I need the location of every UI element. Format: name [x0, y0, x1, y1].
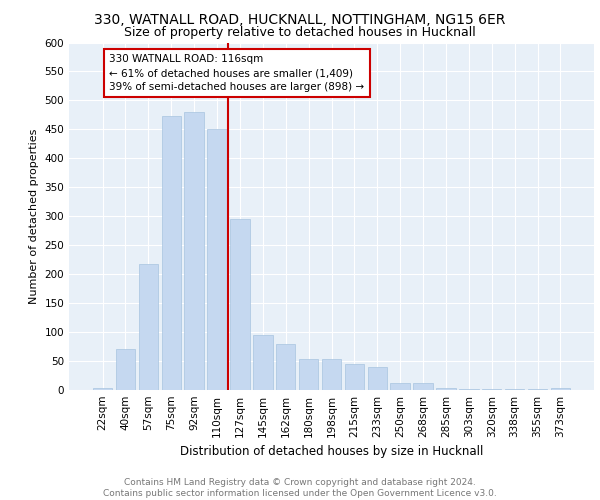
Bar: [436, 388, 455, 390]
Bar: [93, 388, 112, 390]
Bar: [184, 112, 204, 390]
Bar: [253, 335, 272, 390]
Bar: [368, 367, 387, 390]
Bar: [230, 219, 250, 390]
Bar: [459, 389, 479, 390]
Bar: [391, 383, 410, 390]
Text: 330, WATNALL ROAD, HUCKNALL, NOTTINGHAM, NG15 6ER: 330, WATNALL ROAD, HUCKNALL, NOTTINGHAM,…: [94, 12, 506, 26]
Y-axis label: Number of detached properties: Number of detached properties: [29, 128, 39, 304]
Text: Contains HM Land Registry data © Crown copyright and database right 2024.
Contai: Contains HM Land Registry data © Crown c…: [103, 478, 497, 498]
Bar: [208, 130, 227, 390]
Bar: [116, 350, 135, 390]
Bar: [276, 344, 295, 390]
Bar: [299, 360, 319, 390]
Bar: [344, 364, 364, 390]
Text: Size of property relative to detached houses in Hucknall: Size of property relative to detached ho…: [124, 26, 476, 39]
Bar: [139, 264, 158, 390]
X-axis label: Distribution of detached houses by size in Hucknall: Distribution of detached houses by size …: [180, 446, 483, 458]
Bar: [413, 383, 433, 390]
Bar: [161, 116, 181, 390]
Bar: [551, 388, 570, 390]
Bar: [322, 360, 341, 390]
Text: 330 WATNALL ROAD: 116sqm
← 61% of detached houses are smaller (1,409)
39% of sem: 330 WATNALL ROAD: 116sqm ← 61% of detach…: [109, 54, 365, 92]
